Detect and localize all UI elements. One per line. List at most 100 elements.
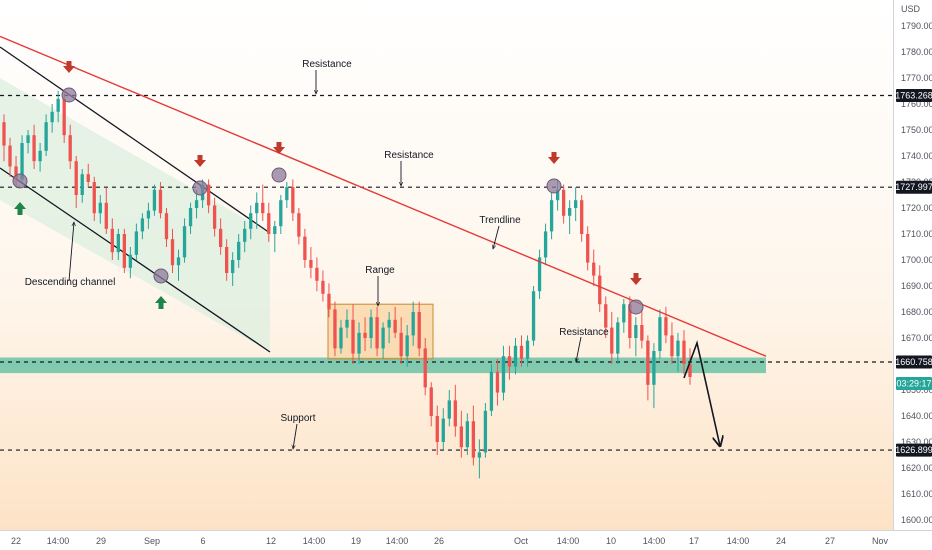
y-tick-label-11: 1710.000	[901, 229, 932, 239]
x-tick-label-18: Nov	[872, 536, 889, 546]
candle-body-73	[441, 418, 445, 442]
candle-body-10	[62, 98, 66, 136]
channel-upper-line	[0, 46, 271, 234]
x-tick-label-17: 27	[825, 536, 835, 546]
down-arrow-icon-0	[63, 61, 75, 73]
candle-body-55	[333, 309, 337, 349]
x-tick-label-3: Sep	[144, 536, 160, 546]
candle-body-104	[628, 304, 632, 338]
currency-label: USD	[901, 4, 921, 14]
channel-fill	[0, 78, 270, 352]
candle-body-9	[56, 98, 60, 112]
x-tick-label-14: 17	[689, 536, 699, 546]
y-tick-label-2: 1620.000	[901, 463, 932, 473]
candle-body-96	[580, 200, 584, 234]
x-tick-label-0: 22	[11, 536, 21, 546]
candle-body-100	[604, 304, 608, 328]
candle-body-92	[555, 189, 560, 201]
candle-body-78	[471, 421, 476, 458]
price-tag-text-2: 1660.758	[895, 357, 932, 367]
annotation-label-4: Descending channel	[25, 277, 116, 288]
candle-body-40	[243, 228, 247, 242]
x-tick-label-12: 10	[606, 536, 616, 546]
price-tag-2	[896, 355, 932, 369]
candle-body-42	[255, 202, 259, 214]
annotation-label-5: Resistance	[559, 327, 609, 338]
candle-body-28	[170, 239, 175, 266]
x-tick-label-10: Oct	[514, 536, 529, 546]
candle-body-39	[237, 241, 241, 260]
candle-body-15	[92, 182, 96, 214]
candle-body-17	[104, 202, 108, 229]
y-tick-label-1: 1610.000	[901, 489, 932, 499]
y-tick-label-0: 1600.000	[901, 515, 932, 525]
x-tick-label-15: 14:00	[727, 536, 750, 546]
candle-body-3	[20, 143, 24, 180]
candle-body-37	[224, 247, 229, 273]
range-box	[327, 303, 434, 360]
candle-body-32	[194, 200, 199, 208]
x-tick-label-4: 6	[200, 536, 205, 546]
candle-body-82	[495, 371, 500, 393]
candle-body-51	[309, 260, 313, 268]
candle-body-44	[267, 213, 271, 234]
candle-body-8	[50, 111, 54, 123]
candle-body-77	[465, 421, 470, 448]
candle-body-71	[429, 387, 433, 416]
candle-body-49	[297, 213, 301, 237]
candle-body-14	[86, 174, 90, 182]
annotation-leader-4	[68, 222, 74, 282]
candle-body-94	[567, 208, 572, 216]
candle-body-59	[357, 332, 361, 354]
candle-body-70	[423, 348, 427, 388]
up-arrow-icon-1	[155, 296, 167, 309]
annotation-label-0: Resistance	[302, 59, 352, 70]
down-arrow-icon-2	[273, 142, 285, 154]
annotation-label-1: Resistance	[384, 150, 434, 161]
candle-body-108	[652, 351, 656, 385]
x-tick-label-1: 14:00	[47, 536, 70, 546]
candle-body-41	[249, 213, 253, 229]
candle-body-88	[531, 291, 536, 341]
candle-body-19	[116, 234, 120, 253]
y-tick-label-16: 1760.000	[901, 99, 932, 109]
channel-lower-line	[0, 167, 271, 353]
candle-body-79	[477, 452, 482, 458]
price-tag-text-0: 1763.268	[895, 91, 932, 101]
candle-body-99	[598, 275, 602, 305]
annotation-label-2: Trendline	[479, 215, 521, 226]
candle-body-56	[339, 327, 343, 349]
x-tick-label-7: 19	[351, 536, 361, 546]
time-axis-background	[0, 530, 932, 550]
candle-body-6	[38, 150, 42, 162]
candle-body-31	[188, 208, 193, 227]
candle-body-106	[640, 325, 644, 341]
candle-body-111	[670, 335, 674, 357]
touch-point-1	[12, 173, 28, 189]
candle-body-2	[14, 166, 18, 180]
candle-body-80	[483, 410, 488, 453]
down-arrow-icon-3	[548, 152, 560, 164]
x-tick-label-8: 14:00	[386, 536, 409, 546]
candle-body-76	[459, 426, 463, 448]
x-tick-label-16: 24	[776, 536, 786, 546]
price-tag-0	[896, 89, 932, 103]
x-tick-label-9: 26	[434, 536, 444, 546]
countdown-text: 03:29:17	[896, 379, 931, 389]
candle-body-75	[453, 400, 457, 427]
candle-body-110	[664, 317, 668, 336]
candle-body-4	[26, 135, 30, 143]
candle-body-64	[387, 319, 391, 328]
candle-body-29	[176, 257, 181, 266]
projection-path	[683, 340, 720, 446]
candle-body-30	[182, 226, 187, 258]
candle-body-0	[2, 122, 6, 146]
y-tick-label-7: 1670.000	[901, 333, 932, 343]
candle-body-50	[303, 236, 307, 260]
candle-body-93	[561, 189, 566, 216]
candle-body-12	[74, 161, 78, 195]
candle-body-86	[519, 345, 524, 359]
candle-body-38	[231, 260, 235, 273]
candle-body-54	[327, 293, 331, 310]
